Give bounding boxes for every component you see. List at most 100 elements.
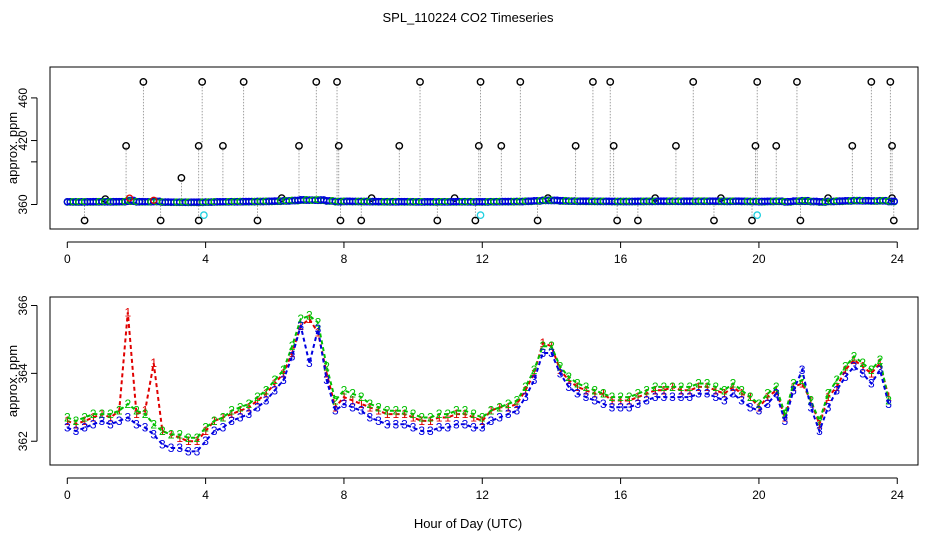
y-tick-label: 360 — [16, 194, 30, 214]
series-1-point: 1 — [323, 366, 330, 380]
low-spike-point — [748, 216, 756, 225]
series-2-point: 2 — [496, 400, 503, 414]
series-3-point: 3 — [807, 400, 814, 414]
spike-point — [589, 78, 597, 86]
series-3-point: 3 — [712, 390, 719, 404]
x-tick-label: 24 — [891, 252, 905, 266]
series-3-point: 3 — [790, 383, 797, 397]
series-1-point: 1 — [81, 414, 88, 428]
series-3-point: 3 — [297, 319, 304, 333]
series-3-point: 3 — [194, 444, 201, 458]
red-point — [125, 194, 134, 202]
series-1-point: 1 — [842, 363, 849, 377]
series-2-point: 2 — [600, 387, 607, 401]
series-1-point: 1 — [531, 366, 538, 380]
series-2-point: 2 — [833, 373, 840, 387]
series-3-point: 3 — [211, 424, 218, 438]
series-1-point: 1 — [574, 380, 581, 394]
series-1-point: 1 — [246, 400, 253, 414]
series-1-point: 1 — [877, 356, 884, 370]
series-1-point: 1 — [237, 404, 244, 418]
series-1-point: 1 — [306, 312, 313, 326]
x-tick-label: 8 — [341, 252, 348, 266]
series-1-point: 1 — [194, 434, 201, 448]
series-3-point: 3 — [150, 427, 157, 441]
y-tick-label: 362 — [16, 431, 30, 451]
series-1-point: 1 — [332, 400, 339, 414]
series-2-point: 2 — [643, 383, 650, 397]
series-1-point: 1 — [176, 431, 183, 445]
series-3-point: 3 — [375, 414, 382, 428]
series-1-point: 1 — [64, 414, 71, 428]
series-2-point: 2 — [868, 363, 875, 377]
series-2-point: 2 — [488, 404, 495, 418]
series-2-point: 2 — [306, 309, 313, 323]
x-tick-label: 8 — [341, 488, 348, 502]
raw-axes: 0 4 8 12 16 20 24 360 420 460 — [16, 88, 904, 266]
spike-point — [416, 78, 424, 86]
series-3-point: 3 — [505, 407, 512, 421]
series-3-point: 3 — [220, 421, 227, 435]
series-3-point: 3 — [133, 417, 140, 431]
series-3-point: 3 — [514, 404, 521, 418]
series-1-point: 1 — [427, 414, 434, 428]
x-tick-label: 16 — [614, 488, 628, 502]
series-3-point: 3 — [842, 370, 849, 384]
series-1-point: 1 — [496, 400, 503, 414]
series-1-point: 1 — [678, 383, 685, 397]
spike-point — [609, 141, 618, 150]
series-2-point: 2 — [418, 410, 425, 424]
series-3-point: 3 — [116, 414, 123, 428]
series-3-point: 3 — [868, 377, 875, 391]
series-line-3 — [66, 325, 890, 453]
y-tick-label: 420 — [16, 130, 30, 150]
series-1-point: 1 — [721, 387, 728, 401]
series-3-point: 3 — [635, 397, 642, 411]
series-1-point: 1 — [367, 400, 374, 414]
series-1-point: 1 — [851, 353, 858, 367]
spike-point — [219, 141, 227, 150]
series-3-point: 3 — [410, 421, 417, 435]
series-3-point: 3 — [782, 414, 789, 428]
series-3-point: 3 — [695, 387, 702, 401]
series-1-point: 1 — [868, 366, 875, 380]
series-1-point: 1 — [807, 394, 814, 408]
series-2-point: 2 — [842, 360, 849, 374]
series-3-point: 3 — [652, 390, 659, 404]
series-2-point: 2 — [176, 427, 183, 441]
series-line-2 — [66, 314, 890, 439]
series-1-point: 1 — [617, 394, 624, 408]
series-3-point: 3 — [237, 410, 244, 424]
spike-point — [751, 141, 760, 150]
series-3-point: 3 — [730, 387, 737, 401]
series-2-point: 2 — [159, 424, 166, 438]
low-spike-point — [336, 216, 345, 225]
series-1-point: 1 — [185, 434, 192, 448]
series-1-point: 1 — [756, 400, 763, 414]
spike-point — [295, 141, 303, 150]
x-tick-label: 0 — [64, 488, 71, 502]
y-axis-label-bottom: approx. ppm — [5, 345, 20, 417]
series-1-point: 1 — [410, 410, 417, 424]
series-2-point: 2 — [764, 387, 771, 401]
series-1-point: 1 — [418, 414, 425, 428]
low-spike-point — [433, 216, 442, 225]
series-2-point: 2 — [211, 414, 218, 428]
series-2-point: 2 — [332, 394, 339, 408]
series-1-point: 1 — [505, 400, 512, 414]
series-2-point: 2 — [194, 431, 201, 445]
series-2-point: 2 — [462, 404, 469, 418]
series-3-point: 3 — [142, 421, 149, 435]
spike-point — [867, 78, 876, 86]
x-tick-label: 12 — [476, 488, 490, 502]
series-1-point: 1 — [799, 377, 806, 391]
series-2-point: 2 — [237, 400, 244, 414]
series-2-point: 2 — [150, 417, 157, 431]
spike-point — [606, 78, 615, 86]
series-2-point: 2 — [695, 377, 702, 391]
series-3-point: 3 — [332, 404, 339, 418]
series-2-point: 2 — [877, 353, 884, 367]
series-2-point: 2 — [470, 407, 477, 421]
series-3-point: 3 — [591, 394, 598, 408]
